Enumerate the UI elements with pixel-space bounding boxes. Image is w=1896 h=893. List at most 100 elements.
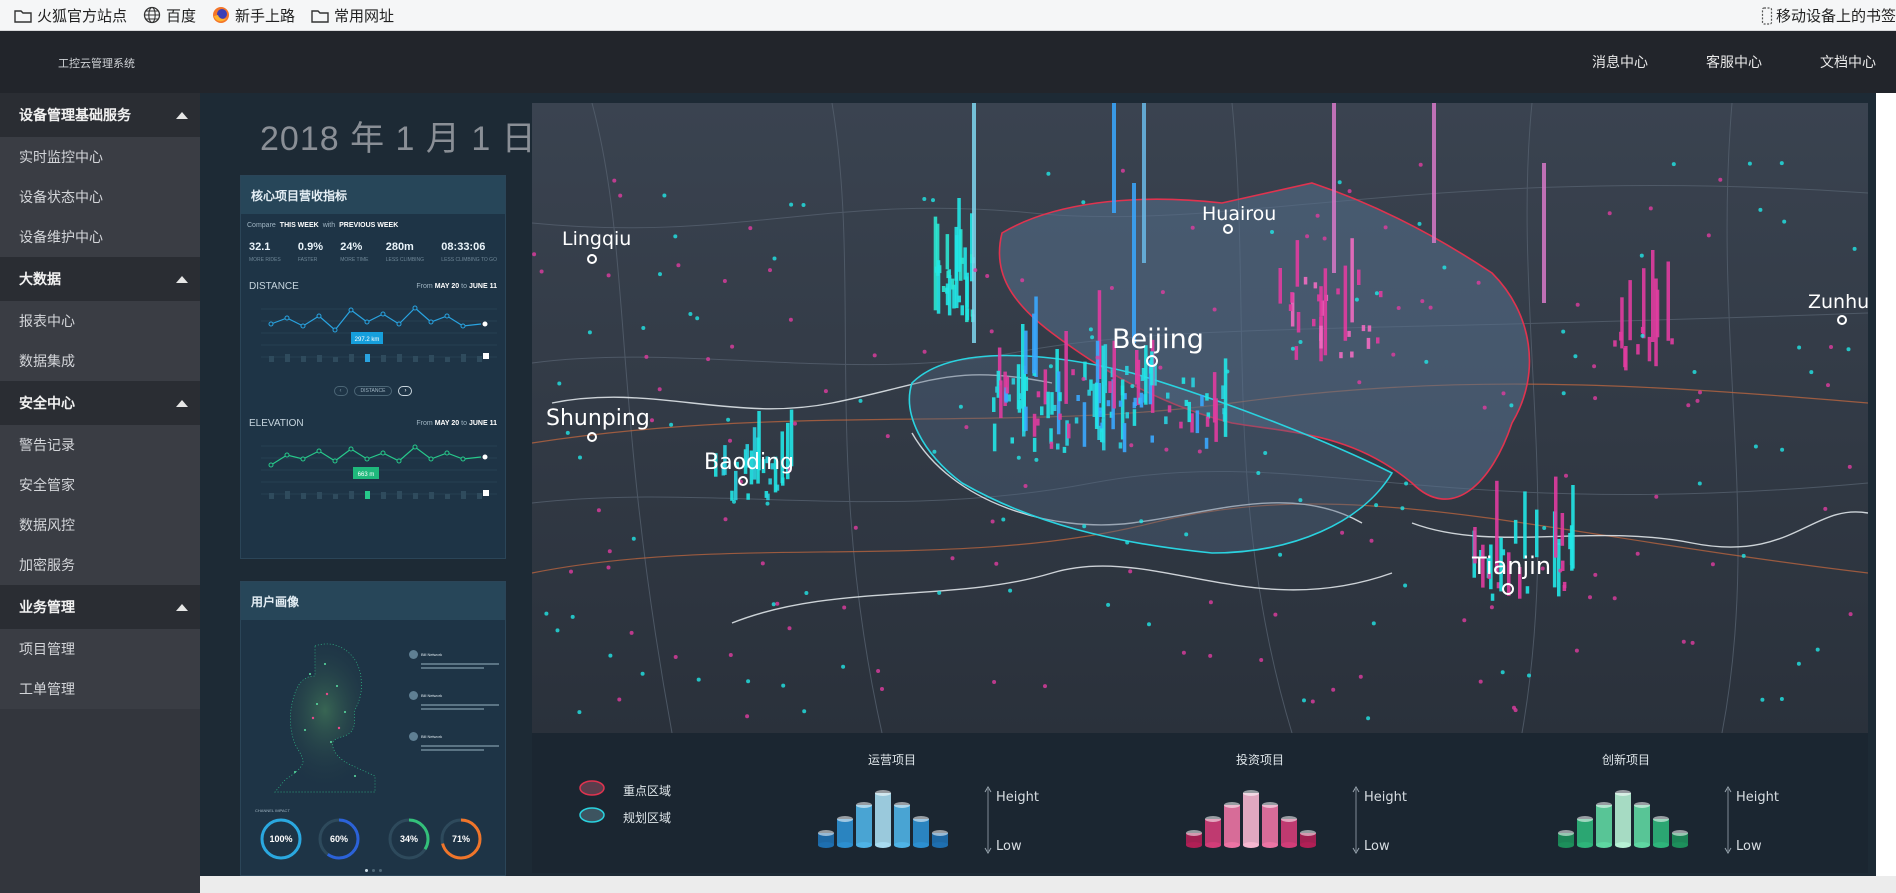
map-data-bar	[1205, 393, 1209, 401]
map-data-dot	[644, 354, 649, 359]
map-data-bar	[1089, 379, 1093, 391]
map-visualization[interactable]: Lingqiu Huairou Beijing Zunhua Shunping …	[532, 103, 1868, 733]
map-data-dot	[1396, 306, 1401, 310]
map-data-bar	[745, 444, 749, 468]
legend-cylinder	[1672, 830, 1688, 848]
pager-next-button[interactable]: ›	[398, 386, 413, 396]
map-data-bar	[1098, 407, 1102, 414]
feed-item[interactable]: Bill Network	[409, 650, 499, 669]
sidebar-group-security[interactable]: 安全中心	[0, 381, 200, 425]
map-data-dot	[1829, 345, 1833, 349]
bookmark-getting-started[interactable]: 新手上路	[212, 0, 295, 31]
bookmark-baidu[interactable]: 百度	[143, 0, 196, 31]
map-data-bar	[1094, 382, 1099, 429]
map-data-dot	[1501, 391, 1506, 396]
map-data-dot	[1809, 370, 1814, 375]
map-data-bar	[1103, 344, 1108, 394]
map-data-bar	[933, 216, 938, 311]
legend-bars-innovation	[1558, 790, 1688, 848]
sidebar-item-projects[interactable]: 项目管理	[0, 629, 200, 669]
sidebar-item-encryption[interactable]: 加密服务	[0, 545, 200, 585]
distance-range[interactable]: From MAY 20 to JUNE 11	[416, 283, 497, 290]
nav-customer-service[interactable]: 客服中心	[1706, 54, 1762, 70]
map-data-bar	[1489, 544, 1493, 590]
bookmark-label: 火狐官方站点	[37, 7, 128, 25]
sidebar-item-security-manager[interactable]: 安全管家	[0, 465, 200, 505]
sidebar-group-device-management[interactable]: 设备管理基础服务	[0, 93, 200, 137]
sidebar-item-data-integration[interactable]: 数据集成	[0, 341, 200, 381]
bookmark-mobile[interactable]: 移动设备上的书签	[1761, 0, 1896, 31]
nav-docs[interactable]: 文档中心	[1820, 54, 1876, 70]
map-data-dot	[1305, 234, 1310, 239]
sidebar-group-business[interactable]: 业务管理	[0, 585, 200, 629]
map-data-bar	[1164, 416, 1168, 425]
feed-item[interactable]: Bill Network	[409, 691, 499, 710]
carousel-dot[interactable]	[379, 869, 382, 872]
map-data-dot	[1558, 568, 1563, 573]
stats-row: 32.1 MORE RIDES 0.9% FASTER 24% MORE TIME 2…	[241, 237, 505, 263]
map-data-bar	[1150, 435, 1154, 443]
legend-cylinder	[1224, 802, 1240, 848]
map-data-dot	[1697, 481, 1702, 486]
carousel-dot[interactable]	[372, 869, 375, 872]
map-data-dot	[544, 611, 549, 616]
sidebar-item-alert-log[interactable]: 警告记录	[0, 425, 200, 465]
channel-impact-rings: 100% 60% 34% 71%	[260, 818, 482, 860]
avatar	[409, 691, 418, 700]
map-data-dot	[1181, 650, 1186, 655]
map-data-dot	[1128, 569, 1133, 574]
feed-item[interactable]: Bill Network	[409, 732, 499, 751]
sidebar: 设备管理基础服务 实时监控中心 设备状态中心 设备维护中心 大数据 报表中心 数…	[0, 93, 200, 893]
map-data-bar	[1296, 312, 1301, 333]
map-data-dot	[1358, 674, 1363, 679]
map-data-dot	[1082, 524, 1087, 529]
map-data-bar	[1187, 401, 1191, 423]
map-data-dot	[1147, 622, 1151, 627]
map-data-dot	[793, 421, 797, 426]
this-week-toggle[interactable]: THIS WEEK	[279, 222, 319, 229]
map-data-dot	[1540, 566, 1545, 571]
map-data-dot	[1008, 588, 1013, 593]
carousel-dot[interactable]	[365, 869, 368, 872]
beijing-3d-map[interactable]: Lingqiu Huairou Beijing Zunhua Shunping …	[532, 103, 1868, 733]
map-data-bar	[1499, 537, 1503, 592]
map-data-bar	[789, 409, 794, 467]
previous-week-toggle[interactable]: PREVIOUS WEEK	[339, 222, 399, 229]
legend-cylinder	[1634, 802, 1650, 848]
map-data-dot	[726, 417, 731, 422]
bookmark-common-sites[interactable]: 常用网址	[311, 0, 394, 31]
elevation-callout: 663 m	[358, 472, 375, 478]
map-data-dot	[1418, 162, 1423, 167]
map-data-bar	[1473, 527, 1477, 564]
map-data-bar	[1647, 336, 1652, 362]
map-data-dot	[1109, 286, 1114, 290]
pager-prev-button[interactable]: ‹	[333, 386, 348, 396]
sidebar-item-device-maintenance[interactable]: 设备维护中心	[0, 217, 200, 257]
map-data-dot	[748, 226, 753, 231]
map-data-bar	[1323, 268, 1328, 356]
map-data-dot	[1034, 457, 1039, 462]
map-data-dot	[577, 710, 582, 715]
map-data-bar	[1636, 344, 1640, 355]
map-data-bar	[1496, 582, 1501, 589]
bookmark-firefox-official[interactable]: 火狐官方站点	[14, 0, 127, 31]
map-data-bar	[1571, 485, 1575, 569]
map-data-dot	[673, 655, 678, 659]
map-data-dot	[1500, 670, 1505, 675]
map-data-bar	[1032, 313, 1036, 374]
activity-feed: Bill Network Bill Network Bill Network	[409, 650, 499, 751]
elevation-range[interactable]: From MAY 20 to JUNE 11	[416, 420, 497, 427]
sidebar-group-big-data[interactable]: 大数据	[0, 257, 200, 301]
map-data-dot	[612, 178, 617, 183]
nav-messages[interactable]: 消息中心	[1592, 54, 1648, 70]
sidebar-item-risk-control[interactable]: 数据风控	[0, 505, 200, 545]
map-data-dot	[804, 591, 809, 595]
sidebar-item-reports[interactable]: 报表中心	[0, 301, 200, 341]
sidebar-item-device-status[interactable]: 设备状态中心	[0, 177, 200, 217]
map-data-dot	[1366, 716, 1371, 721]
map-data-bar	[1367, 325, 1372, 332]
carousel-dots[interactable]	[365, 869, 382, 872]
sidebar-item-tickets[interactable]: 工单管理	[0, 669, 200, 709]
map-data-dot	[1695, 398, 1700, 403]
sidebar-item-realtime-monitor[interactable]: 实时监控中心	[0, 137, 200, 177]
